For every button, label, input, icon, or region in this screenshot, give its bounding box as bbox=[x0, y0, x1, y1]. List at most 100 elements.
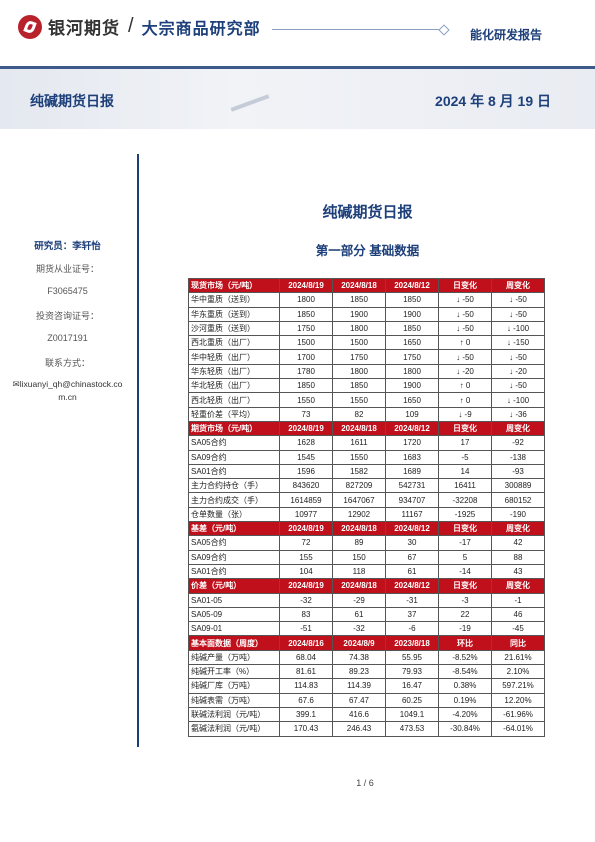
table-cell: -45 bbox=[491, 621, 545, 637]
table-row: SA01合约 1596 1582 1689 14 -93 bbox=[188, 463, 545, 480]
table-cell: 1750 bbox=[279, 320, 333, 337]
cert-label: 期货从业证号： bbox=[35, 264, 99, 274]
table-cell: 67 bbox=[385, 549, 439, 565]
section-header-row: 基本面数据（周度） 2024/8/16 2024/8/9 2023/8/18 环比 同比 bbox=[188, 635, 545, 651]
row-label: 沙河重质（送到） bbox=[188, 320, 280, 337]
table-row: SA05合约 72 89 30 -17 42 bbox=[188, 535, 545, 551]
table-cell: 43 bbox=[491, 563, 545, 580]
row-label: 主力合约成交（手） bbox=[188, 492, 280, 508]
table-cell: 1750 bbox=[385, 349, 439, 365]
table-cell: ↓ -150 bbox=[491, 335, 545, 351]
table-cell: -14 bbox=[438, 563, 492, 580]
row-label: 西北轻质（出厂） bbox=[188, 392, 280, 408]
table-row: 氨碱法利润（元/吨） 170.43 246.43 473.53 -30.84% -64.0… bbox=[188, 721, 545, 737]
table-cell: 42 bbox=[491, 535, 545, 551]
invest-cert-label: 投资咨询证号： bbox=[35, 311, 99, 321]
table-cell: 1500 bbox=[332, 335, 386, 351]
table-cell: 11167 bbox=[385, 506, 439, 523]
table-cell: 61 bbox=[332, 606, 386, 623]
table-cell: 72 bbox=[279, 535, 333, 551]
banner-decoration bbox=[230, 94, 270, 112]
table-cell: 73 bbox=[279, 406, 333, 422]
table-cell: -32208 bbox=[438, 492, 492, 508]
table-cell: 1611 bbox=[332, 435, 386, 451]
table-cell: 114.39 bbox=[332, 678, 386, 694]
table-cell: 170.43 bbox=[279, 721, 333, 737]
row-label: SA09合约 bbox=[188, 549, 280, 565]
header-cell: 价差（元/吨） bbox=[188, 578, 280, 594]
header-cell: 2024/8/12 bbox=[385, 578, 439, 594]
table-cell: ↓ -36 bbox=[491, 406, 545, 422]
row-label: 西北重质（出厂） bbox=[188, 335, 280, 351]
table-cell: 1850 bbox=[332, 378, 386, 394]
table-cell: -190 bbox=[491, 506, 545, 523]
table-cell: 12.20% bbox=[491, 692, 545, 708]
row-label: 主力合约持仓（手） bbox=[188, 478, 280, 494]
table-cell: 1850 bbox=[385, 292, 439, 308]
table-row: 纯碱表需（万吨） 67.6 67.47 60.25 0.19% 12.20% bbox=[188, 692, 545, 708]
table-cell: ↓ -50 bbox=[491, 349, 545, 365]
table-cell: 89 bbox=[332, 535, 386, 551]
table-row: SA09合约 1545 1550 1683 -5 -138 bbox=[188, 449, 545, 465]
table-row: 轻重价差（平均） 73 82 109 ↓ -9 ↓ -36 bbox=[188, 406, 545, 422]
table-cell: ↑ 0 bbox=[438, 335, 492, 351]
table-cell: ↓ -20 bbox=[491, 363, 545, 380]
row-label: 纯碱产量（万吨） bbox=[188, 649, 280, 666]
email-line-2: m.cn bbox=[58, 392, 77, 402]
table-cell: -6 bbox=[385, 621, 439, 637]
table-cell: 1545 bbox=[279, 449, 333, 465]
row-label: SA05合约 bbox=[188, 535, 280, 551]
document-title: 纯碱期货日报 bbox=[322, 204, 413, 221]
row-label: 华中轻质（出厂） bbox=[188, 349, 280, 365]
table-row: SA05合约 1628 1611 1720 17 -92 bbox=[188, 435, 545, 451]
banner-title: 纯碱期货日报 bbox=[30, 93, 114, 109]
table-cell: 416.6 bbox=[332, 706, 386, 723]
table-cell: 22 bbox=[438, 606, 492, 623]
row-label: 联碱法利润（元/吨） bbox=[188, 706, 280, 723]
table-cell: 67.6 bbox=[279, 692, 333, 708]
table-cell: ↓ -100 bbox=[491, 320, 545, 337]
table-cell: ↓ -50 bbox=[438, 320, 492, 337]
table-cell: 1650 bbox=[385, 335, 439, 351]
table-cell: 1614859 bbox=[279, 492, 333, 508]
table-cell: 30 bbox=[385, 535, 439, 551]
table-cell: ↓ -50 bbox=[438, 306, 492, 322]
contact-email[interactable]: ✉lixuanyi_qh@chinastock.co m.cn bbox=[0, 378, 135, 404]
data-table: 现货市场（元/吨） 2024/8/19 2024/8/18 2024/8/12 日变化周… bbox=[188, 277, 545, 737]
galaxy-logo-icon bbox=[18, 14, 42, 39]
table-cell: -8.54% bbox=[438, 664, 492, 680]
table-cell: 17 bbox=[438, 435, 492, 451]
table-cell: -29 bbox=[332, 592, 386, 608]
header-cell: 基本面数据（周度） bbox=[188, 635, 280, 651]
table-cell: -31 bbox=[385, 592, 439, 608]
row-label: 华中重质（送到） bbox=[188, 292, 280, 308]
title-banner: 纯碱期货日报 2024 年 8 月 19 日 bbox=[0, 66, 595, 129]
table-row: 主力合约持仓（手） 843620 827209 542731 16411 300889 bbox=[188, 478, 545, 494]
table-cell: 1800 bbox=[385, 363, 439, 380]
table-cell: ↓ -50 bbox=[491, 292, 545, 308]
table-cell: 150 bbox=[332, 549, 386, 565]
page-header: 银河期货 / 大宗商品研究部 能化研发报告 bbox=[0, 0, 595, 56]
header-cell: 2024/8/12 bbox=[385, 420, 439, 437]
table-cell: 60.25 bbox=[385, 692, 439, 708]
row-label: SA05合约 bbox=[188, 435, 280, 451]
table-cell: 542731 bbox=[385, 478, 439, 494]
table-row: SA09-01 -51 -32 -6 -19 -45 bbox=[188, 621, 545, 637]
header-cell: 期货市场（元/吨） bbox=[188, 420, 280, 437]
header-cell: 日变化 bbox=[438, 578, 492, 594]
table-cell: 1800 bbox=[332, 363, 386, 380]
cert-number: F3065475 bbox=[47, 286, 88, 296]
table-cell: 1550 bbox=[332, 392, 386, 408]
mail-icon: ✉ bbox=[12, 379, 20, 389]
row-label: SA01合约 bbox=[188, 563, 280, 580]
table-cell: 89.23 bbox=[332, 664, 386, 680]
header-cell: 2024/8/12 bbox=[385, 521, 439, 537]
table-cell: 79.93 bbox=[385, 664, 439, 680]
table-row: SA09合约 155 150 67 5 88 bbox=[188, 549, 545, 565]
table-cell: 680152 bbox=[491, 492, 545, 508]
table-cell: ↓ -20 bbox=[438, 363, 492, 380]
table-cell: 473.53 bbox=[385, 721, 439, 737]
invest-cert-number: Z0017191 bbox=[47, 333, 88, 343]
table-cell: 1596 bbox=[279, 463, 333, 480]
table-cell: -1 bbox=[491, 592, 545, 608]
